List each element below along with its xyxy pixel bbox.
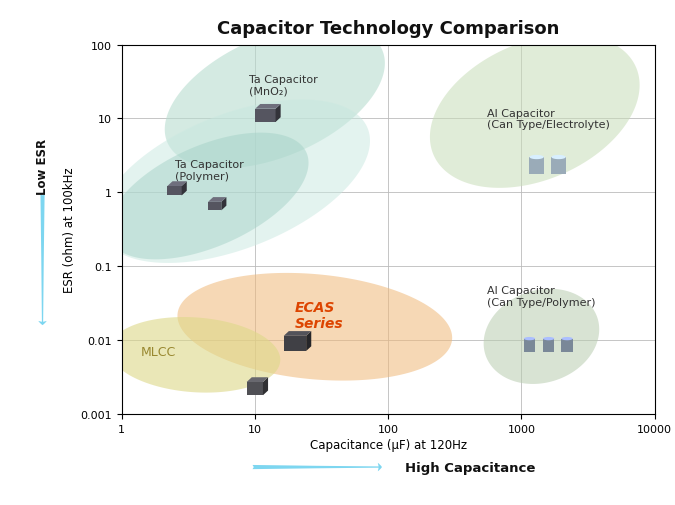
Polygon shape [246,378,268,382]
Polygon shape [221,198,226,211]
Polygon shape [562,339,572,352]
Polygon shape [529,158,544,175]
Polygon shape [178,273,452,381]
Polygon shape [100,100,370,264]
Polygon shape [543,339,554,352]
Polygon shape [167,182,187,187]
Text: Al Capacitor
(Can Type/Electrolyte): Al Capacitor (Can Type/Electrolyte) [487,109,610,130]
Polygon shape [208,203,221,211]
Text: ECAS
Series: ECAS Series [295,300,344,330]
Polygon shape [484,289,599,384]
Polygon shape [524,339,535,352]
Polygon shape [306,331,311,351]
Polygon shape [255,110,275,123]
Polygon shape [208,198,226,203]
Text: Ta Capacitor
(MnO₂): Ta Capacitor (MnO₂) [248,75,317,96]
Polygon shape [108,133,308,260]
Polygon shape [562,337,572,340]
Polygon shape [255,105,281,110]
Polygon shape [284,331,311,336]
Title: Capacitor Technology Comparison: Capacitor Technology Comparison [217,20,560,38]
Polygon shape [551,156,566,160]
Polygon shape [524,337,535,340]
Polygon shape [167,187,182,196]
Y-axis label: ESR (ohm) at 100kHz: ESR (ohm) at 100kHz [63,167,76,292]
Text: Al Capacitor
(Can Type/Polymer): Al Capacitor (Can Type/Polymer) [487,286,595,308]
Polygon shape [275,105,281,123]
Polygon shape [543,337,554,340]
Text: MLCC: MLCC [141,345,176,358]
Polygon shape [430,35,640,188]
Polygon shape [109,318,280,393]
Text: High Capacitance: High Capacitance [405,461,535,474]
Polygon shape [246,382,263,395]
Text: Ta Capacitor
(Polymer): Ta Capacitor (Polymer) [175,160,243,181]
Polygon shape [165,25,385,169]
Polygon shape [182,182,187,196]
X-axis label: Capacitance (μF) at 120Hz: Capacitance (μF) at 120Hz [310,438,466,451]
Polygon shape [263,378,268,395]
Polygon shape [284,336,306,351]
Polygon shape [529,156,544,160]
Polygon shape [551,158,566,175]
Text: Low ESR: Low ESR [36,139,49,194]
